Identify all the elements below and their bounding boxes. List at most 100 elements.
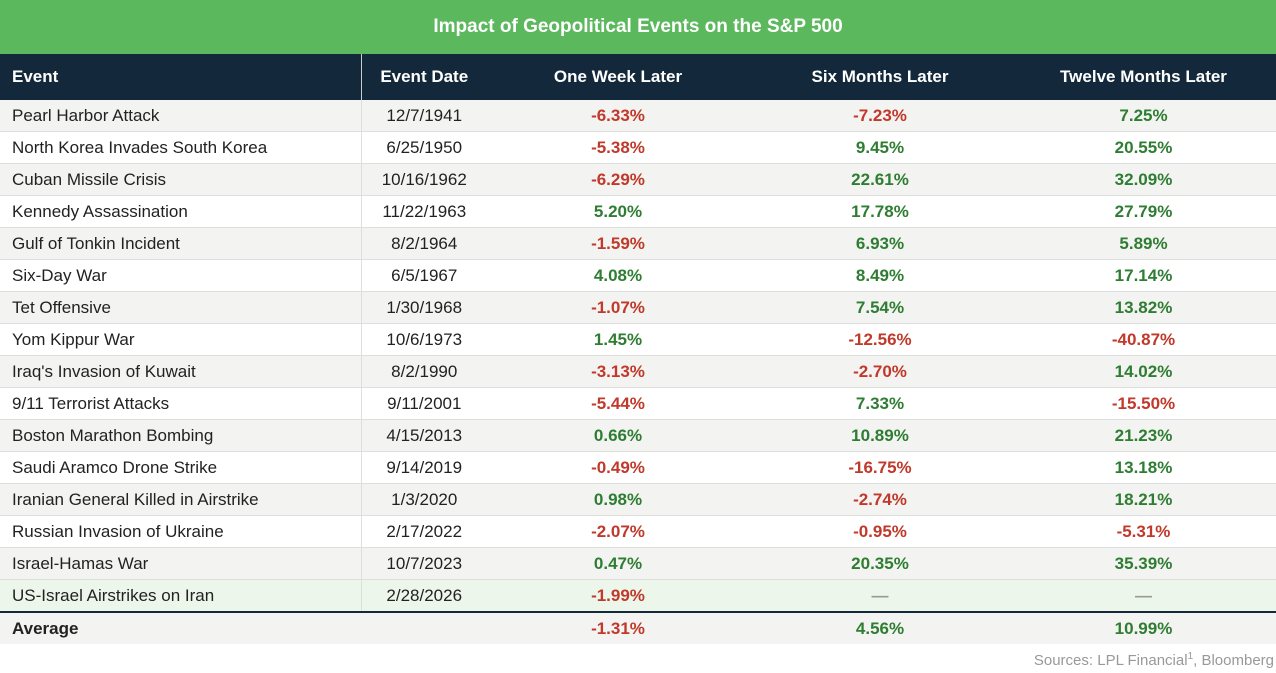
six-months-value: — bbox=[749, 579, 1011, 613]
event-date: 8/2/1990 bbox=[361, 355, 487, 388]
twelve-months-value: -40.87% bbox=[1011, 323, 1276, 356]
event-name: US-Israel Airstrikes on Iran bbox=[0, 579, 362, 613]
event-date: 10/16/1962 bbox=[361, 163, 487, 196]
event-name: Iranian General Killed in Airstrike bbox=[0, 483, 362, 516]
table-row: Tet Offensive 1/30/1968 -1.07% 7.54% 13.82% bbox=[0, 291, 1276, 324]
one-week-value: -2.07% bbox=[487, 515, 749, 548]
twelve-months-value: 17.14% bbox=[1011, 259, 1276, 292]
event-name: Saudi Aramco Drone Strike bbox=[0, 451, 362, 484]
event-date: 9/11/2001 bbox=[361, 387, 487, 420]
table-row: Iranian General Killed in Airstrike 1/3/2… bbox=[0, 483, 1276, 516]
twelve-months-value: 14.02% bbox=[1011, 355, 1276, 388]
sources-note: Sources: LPL Financial1, Bloomberg bbox=[1034, 651, 1274, 669]
event-date: 1/3/2020 bbox=[361, 483, 487, 516]
six-months-value: -0.95% bbox=[749, 515, 1011, 548]
twelve-months-value: 13.18% bbox=[1011, 451, 1276, 484]
twelve-months-value: 5.89% bbox=[1011, 227, 1276, 260]
event-name: Yom Kippur War bbox=[0, 323, 362, 356]
event-name: Pearl Harbor Attack bbox=[0, 100, 362, 132]
six-months-value: 20.35% bbox=[749, 547, 1011, 580]
event-name: Gulf of Tonkin Incident bbox=[0, 227, 362, 260]
event-date: 6/5/1967 bbox=[361, 259, 487, 292]
event-date: 4/15/2013 bbox=[361, 419, 487, 452]
six-months-value: 10.89% bbox=[749, 419, 1011, 452]
event-date: 1/30/1968 bbox=[361, 291, 487, 324]
twelve-months-value: 20.55% bbox=[1011, 131, 1276, 164]
event-name: Average bbox=[0, 611, 361, 644]
twelve-months-value: 13.82% bbox=[1011, 291, 1276, 324]
one-week-value: -3.13% bbox=[487, 355, 749, 388]
one-week-value: -1.59% bbox=[487, 227, 749, 260]
table-title: Impact of Geopolitical Events on the S&P… bbox=[0, 0, 1276, 54]
one-week-value: 5.20% bbox=[487, 195, 749, 228]
table-row: Pearl Harbor Attack 12/7/1941 -6.33% -7.23%… bbox=[0, 100, 1276, 132]
table-row: Six-Day War 6/5/1967 4.08% 8.49% 17.14% bbox=[0, 259, 1276, 292]
header-event: Event bbox=[0, 54, 362, 100]
event-name: Six-Day War bbox=[0, 259, 362, 292]
table-row: Iraq's Invasion of Kuwait 8/2/1990 -3.13% -… bbox=[0, 355, 1276, 388]
sources-text: Sources: LPL Financial bbox=[1033, 652, 1188, 669]
table-row: 9/11 Terrorist Attacks 9/11/2001 -5.44% 7.3… bbox=[0, 387, 1276, 420]
one-week-value: 1.45% bbox=[487, 323, 749, 356]
event-name: Kennedy Assassination bbox=[0, 195, 362, 228]
six-months-value: 9.45% bbox=[749, 131, 1011, 164]
six-months-value: 7.54% bbox=[749, 291, 1011, 324]
table-row: Cuban Missile Crisis 10/16/1962 -6.29% 22.6… bbox=[0, 163, 1276, 196]
one-week-value: -6.29% bbox=[487, 163, 749, 196]
header-twelve-months: Twelve Months Later bbox=[1011, 54, 1276, 100]
six-months-value: 4.56% bbox=[749, 611, 1011, 644]
event-date: 8/2/1964 bbox=[361, 227, 487, 260]
table-row: Saudi Aramco Drone Strike 9/14/2019 -0.49%… bbox=[0, 451, 1276, 484]
one-week-value: 0.47% bbox=[487, 547, 749, 580]
six-months-value: -2.74% bbox=[749, 483, 1011, 516]
six-months-value: 17.78% bbox=[749, 195, 1011, 228]
event-name: North Korea Invades South Korea bbox=[0, 131, 362, 164]
six-months-value: 6.93% bbox=[749, 227, 1011, 260]
header-six-months: Six Months Later bbox=[749, 54, 1011, 100]
one-week-value: -1.07% bbox=[487, 291, 749, 324]
footnote-marker: 1 bbox=[1187, 651, 1194, 662]
one-week-value: -0.49% bbox=[487, 451, 749, 484]
event-date: 10/6/1973 bbox=[361, 323, 487, 356]
twelve-months-value: 35.39% bbox=[1011, 547, 1276, 580]
event-date: 9/14/2019 bbox=[361, 451, 487, 484]
table-row: North Korea Invades South Korea 6/25/1950… bbox=[0, 131, 1276, 164]
twelve-months-value: -5.31% bbox=[1011, 515, 1276, 548]
average-row: Average -1.31% 4.56% 10.99% bbox=[0, 611, 1276, 644]
table-row: Russian Invasion of Ukraine 2/17/2022 -2.0… bbox=[0, 515, 1276, 548]
events-table: Event Event Date One Week Later Six Mont… bbox=[0, 54, 1276, 644]
six-months-value: 7.33% bbox=[749, 387, 1011, 420]
twelve-months-value: 32.09% bbox=[1011, 163, 1276, 196]
sources-suffix: , Bloomberg bbox=[1193, 652, 1274, 669]
one-week-value: 0.66% bbox=[487, 419, 749, 452]
table-row: Yom Kippur War 10/6/1973 1.45% -12.56% -40.8… bbox=[0, 323, 1276, 356]
event-date: 2/17/2022 bbox=[361, 515, 487, 548]
one-week-value: 0.98% bbox=[487, 483, 749, 516]
one-week-value: -6.33% bbox=[487, 100, 749, 132]
one-week-value: -5.44% bbox=[487, 387, 749, 420]
event-date bbox=[361, 611, 487, 644]
event-name: Boston Marathon Bombing bbox=[0, 419, 362, 452]
twelve-months-value: 18.21% bbox=[1011, 483, 1276, 516]
header-row: Event Event Date One Week Later Six Mont… bbox=[0, 54, 1276, 100]
one-week-value: -1.99% bbox=[487, 579, 749, 613]
event-date: 12/7/1941 bbox=[361, 100, 487, 132]
table-row: US-Israel Airstrikes on Iran 2/28/2026 -1.… bbox=[0, 579, 1276, 613]
twelve-months-value: 7.25% bbox=[1011, 100, 1276, 132]
twelve-months-value: 27.79% bbox=[1011, 195, 1276, 228]
event-date: 11/22/1963 bbox=[361, 195, 487, 228]
six-months-value: -16.75% bbox=[749, 451, 1011, 484]
event-name: Tet Offensive bbox=[0, 291, 362, 324]
six-months-value: -2.70% bbox=[749, 355, 1011, 388]
header-event-date: Event Date bbox=[361, 54, 487, 100]
twelve-months-value: 10.99% bbox=[1011, 611, 1276, 644]
event-name: Russian Invasion of Ukraine bbox=[0, 515, 362, 548]
twelve-months-value: -15.50% bbox=[1011, 387, 1276, 420]
table-row: Boston Marathon Bombing 4/15/2013 0.66% 10.… bbox=[0, 419, 1276, 452]
six-months-value: -7.23% bbox=[749, 100, 1011, 132]
event-name: 9/11 Terrorist Attacks bbox=[0, 387, 362, 420]
table-row: Gulf of Tonkin Incident 8/2/1964 -1.59% 6.9… bbox=[0, 227, 1276, 260]
twelve-months-value: 21.23% bbox=[1011, 419, 1276, 452]
twelve-months-value: — bbox=[1011, 579, 1276, 613]
event-date: 2/28/2026 bbox=[361, 579, 487, 613]
